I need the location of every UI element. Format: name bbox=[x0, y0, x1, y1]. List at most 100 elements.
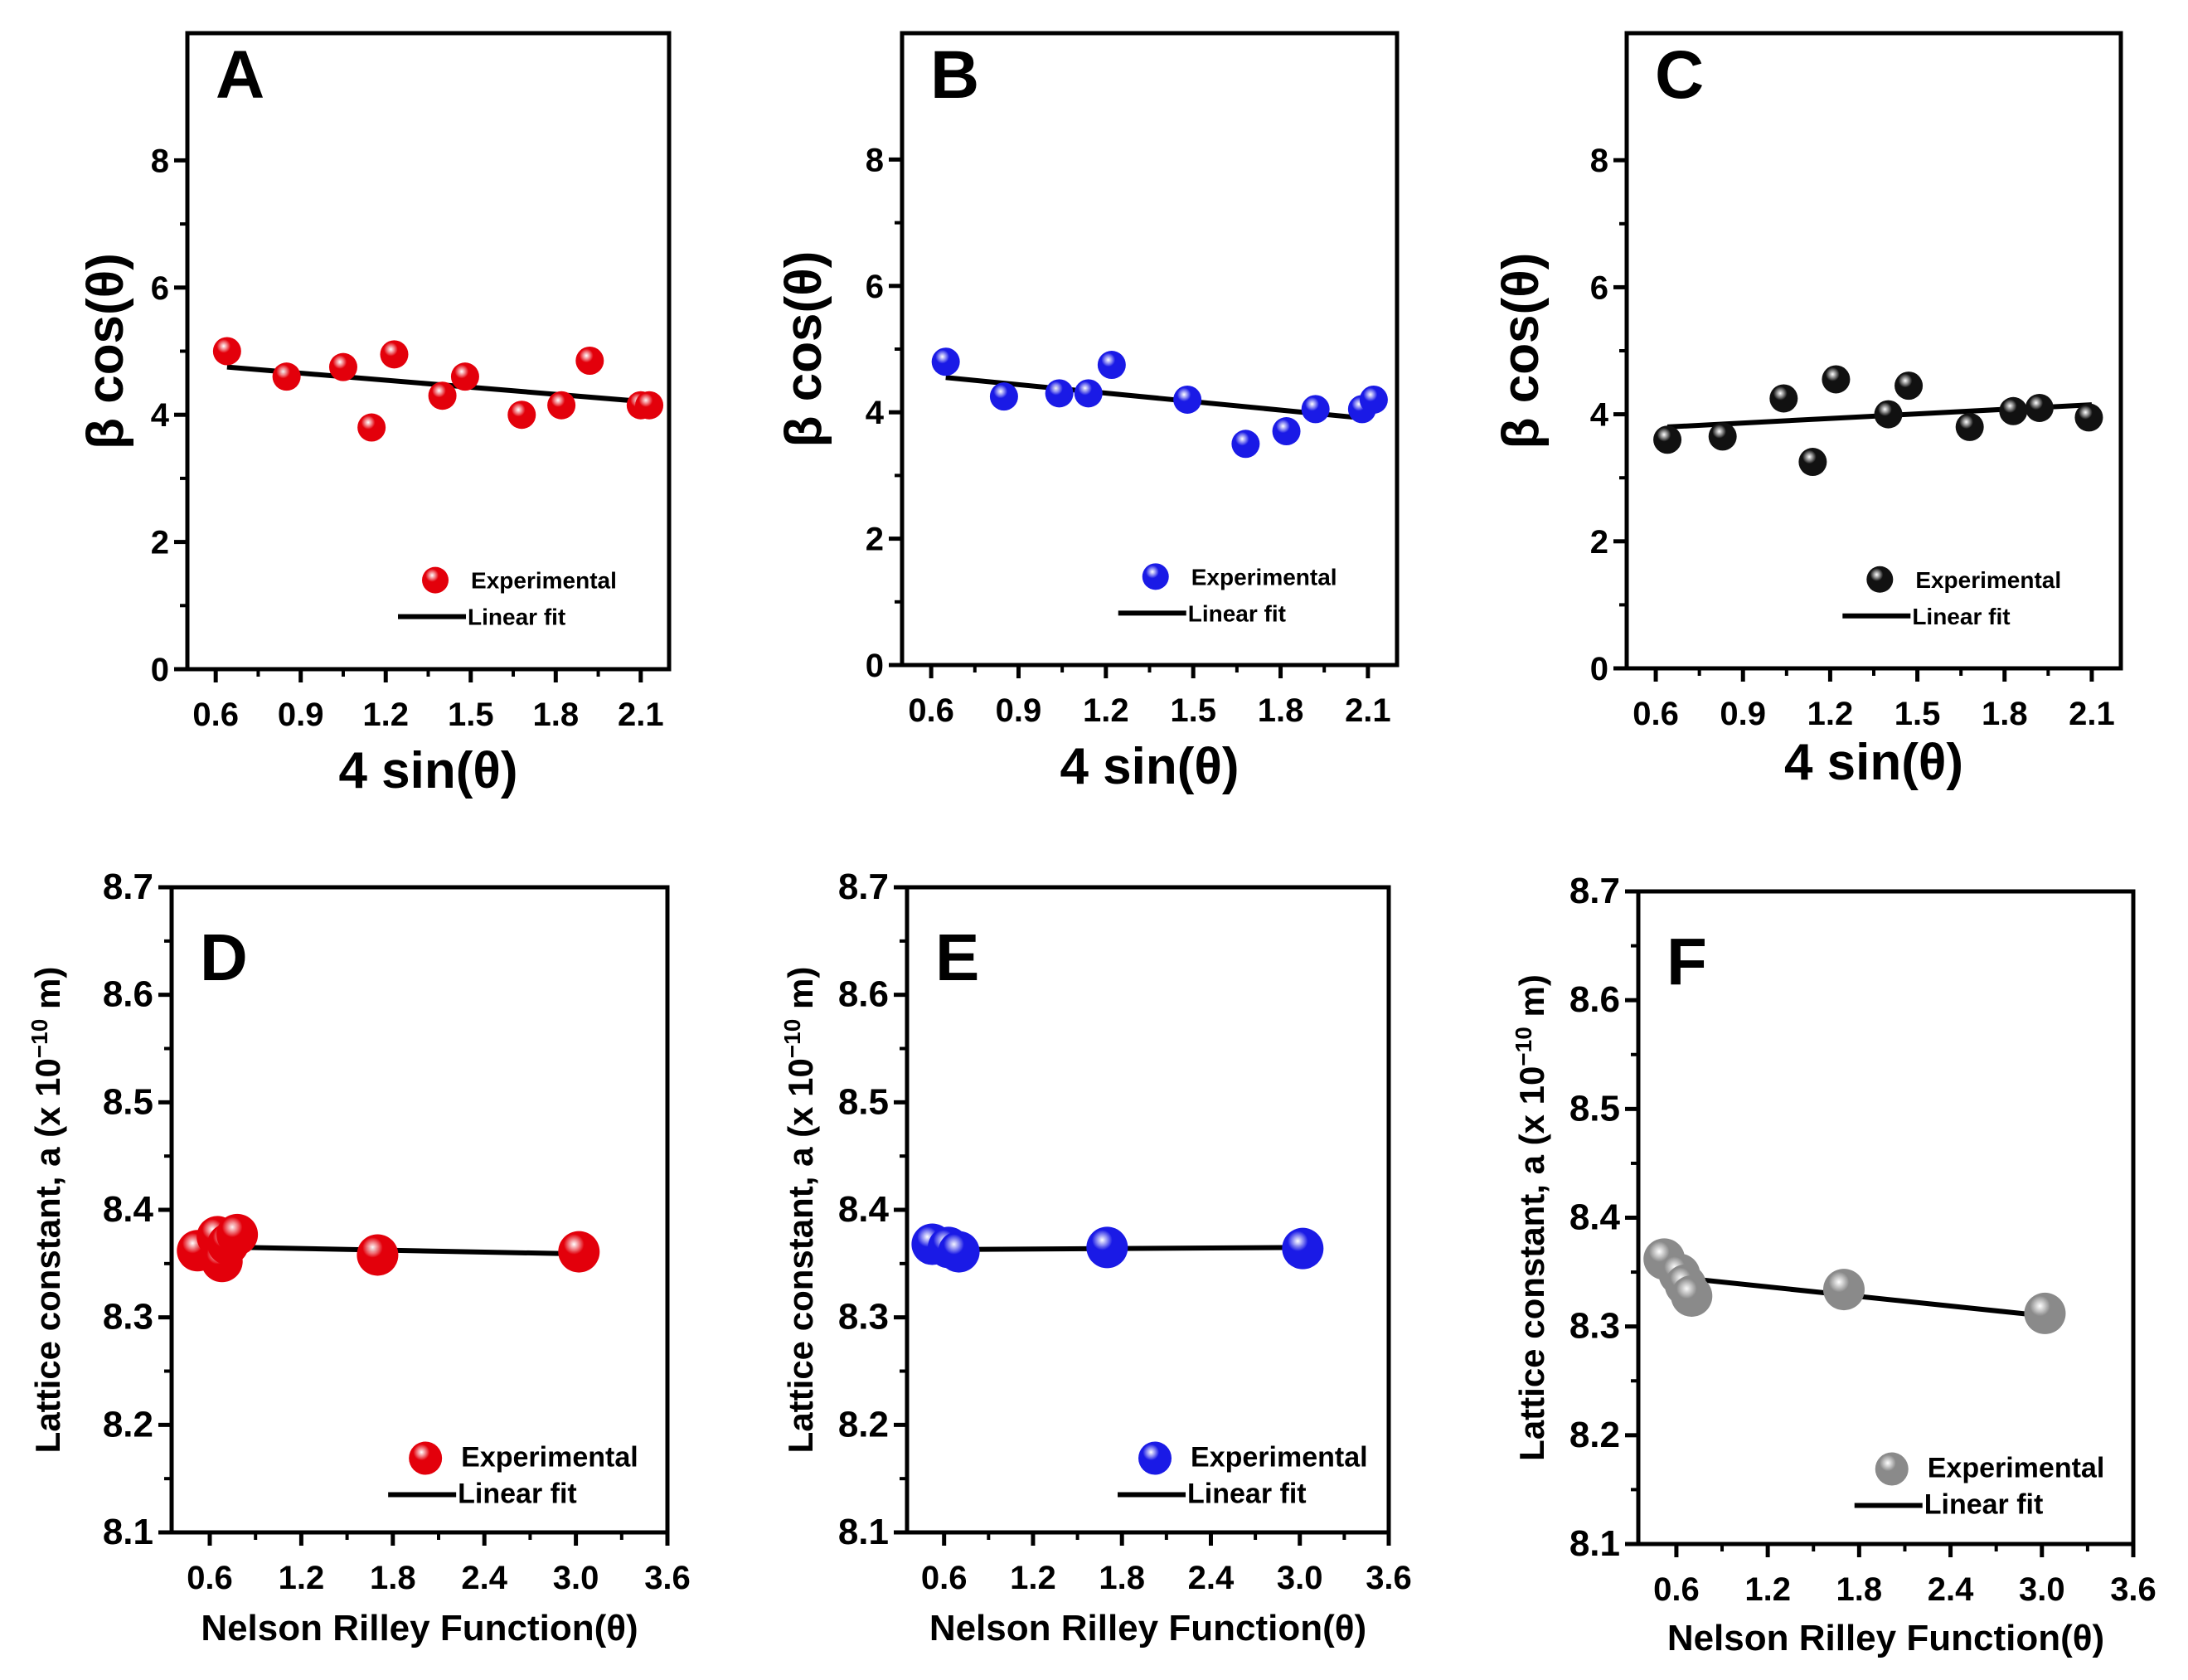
y-tick-label: 8.4 bbox=[1569, 1197, 1621, 1238]
data-point bbox=[428, 381, 457, 410]
legend-marker bbox=[422, 566, 449, 594]
x-tick-label: 0.9 bbox=[1720, 696, 1766, 732]
data-point bbox=[938, 1231, 980, 1273]
data-point bbox=[575, 347, 604, 376]
data-point bbox=[547, 391, 576, 420]
panel-letter: F bbox=[1666, 925, 1707, 998]
data-point bbox=[1874, 400, 1903, 429]
x-tick-label: 1.2 bbox=[1807, 696, 1854, 732]
y-axis-label: Lattice constant, a (x 10−10 m) bbox=[1511, 974, 1552, 1461]
x-tick-label: 1.2 bbox=[279, 1560, 325, 1596]
x-tick-label: 0.6 bbox=[921, 1560, 968, 1596]
x-axis-label: Nelson Rilley Function(θ) bbox=[201, 1608, 638, 1648]
data-point bbox=[450, 362, 479, 391]
x-axis-label: 4 sin(θ) bbox=[338, 742, 517, 799]
x-axis-label: 4 sin(θ) bbox=[1060, 738, 1239, 795]
panel-c: 0.6 0.9 1.2 1.5 1.8 2.1 0 2 4 6 8 C 4 sin(θ) β cos(θ)… bbox=[1492, 31, 2123, 791]
plot-frame bbox=[1636, 889, 2136, 1546]
data-point bbox=[1086, 1226, 1128, 1269]
y-tick-label: 8.7 bbox=[1569, 871, 1620, 911]
x-tick-label: 0.6 bbox=[1633, 696, 1679, 732]
x-tick-label: 3.6 bbox=[1366, 1560, 1412, 1596]
y-tick-label: 8.1 bbox=[838, 1512, 889, 1552]
legend-experimental: Experimental bbox=[1915, 567, 2061, 593]
legend-fit: Linear fit bbox=[1188, 600, 1286, 626]
y-tick-label: 8.6 bbox=[838, 974, 889, 1015]
x-tick-label: 1.5 bbox=[1894, 696, 1941, 732]
data-point bbox=[1272, 417, 1301, 446]
x-tick-label: 1.8 bbox=[1099, 1560, 1145, 1596]
x-tick-label: 1.2 bbox=[1010, 1560, 1056, 1596]
fit-line bbox=[945, 375, 1369, 421]
x-axis-label: Nelson Rilley Function(θ) bbox=[1667, 1618, 2104, 1658]
data-point bbox=[1769, 384, 1798, 413]
x-tick-label: 2.1 bbox=[618, 697, 664, 733]
panel-letter: D bbox=[200, 920, 248, 994]
data-point bbox=[1822, 365, 1851, 394]
y-tick-label: 8.5 bbox=[838, 1081, 889, 1122]
x-tick-label: 2.1 bbox=[1345, 692, 1391, 729]
legend-fit: Linear fit bbox=[458, 1478, 577, 1510]
y-tick-label: 8.1 bbox=[1569, 1523, 1620, 1564]
legend-experimental: Experimental bbox=[1191, 1442, 1368, 1474]
x-tick-label: 0.6 bbox=[1653, 1571, 1700, 1608]
y-tick-label: 8 bbox=[1590, 143, 1608, 179]
x-tick-label: 1.8 bbox=[370, 1560, 416, 1596]
data-point bbox=[931, 347, 960, 376]
data-point bbox=[1359, 385, 1388, 414]
data-point bbox=[1894, 371, 1924, 401]
panel-d: 0.6 1.2 1.8 2.4 3.0 3.6 8.1 8.2 8.3 8.4 8.5 8.6 8.7 D… bbox=[27, 867, 691, 1648]
x-tick-label: 3.0 bbox=[553, 1560, 599, 1596]
x-tick-label: 1.2 bbox=[1744, 1571, 1791, 1608]
panel-letter: C bbox=[1655, 37, 1704, 113]
panel-e: 0.6 1.2 1.8 2.4 3.0 3.6 8.1 8.2 8.3 8.4 8.5 8.6 8.7 E… bbox=[779, 867, 1412, 1648]
panel-letter: A bbox=[216, 37, 264, 113]
y-tick-label: 8.3 bbox=[838, 1297, 889, 1338]
y-tick-label: 8.3 bbox=[1569, 1306, 1620, 1347]
data-point bbox=[1231, 430, 1260, 459]
data-point bbox=[1097, 351, 1126, 380]
y-tick-label: 8.1 bbox=[103, 1512, 153, 1552]
data-point bbox=[380, 340, 409, 369]
legend-fit: Linear fit bbox=[1187, 1478, 1307, 1510]
y-tick-label: 4 bbox=[866, 395, 885, 431]
y-tick-label: 8 bbox=[866, 142, 884, 178]
y-axis-label: β cos(θ) bbox=[1492, 253, 1550, 449]
data-point bbox=[1671, 1275, 1713, 1317]
y-tick-label: 0 bbox=[866, 648, 884, 684]
y-tick-label: 8.7 bbox=[838, 867, 889, 907]
data-point bbox=[1798, 448, 1827, 477]
x-axis-label: 4 sin(θ) bbox=[1784, 734, 1963, 791]
x-tick-label: 1.5 bbox=[448, 697, 494, 733]
legend-experimental: Experimental bbox=[1191, 564, 1337, 590]
panel-letter: E bbox=[935, 920, 979, 994]
x-tick-label: 2.4 bbox=[1928, 1571, 1974, 1608]
data-point bbox=[1653, 425, 1682, 454]
data-point bbox=[989, 382, 1018, 411]
data-point bbox=[1301, 395, 1330, 424]
legend-fit: Linear fit bbox=[468, 605, 565, 630]
x-tick-label: 1.8 bbox=[1258, 692, 1304, 729]
y-tick-label: 8.5 bbox=[1569, 1088, 1620, 1129]
y-tick-label: 8.4 bbox=[103, 1189, 154, 1230]
y-tick-label: 8.4 bbox=[838, 1189, 890, 1230]
x-tick-label: 0.6 bbox=[908, 692, 954, 729]
x-tick-label: 3.6 bbox=[2110, 1571, 2156, 1608]
data-point bbox=[507, 401, 536, 430]
data-point bbox=[328, 352, 357, 381]
x-tick-label: 3.0 bbox=[1277, 1560, 1323, 1596]
legend-fit: Linear fit bbox=[1924, 1488, 2044, 1520]
x-tick-label: 1.5 bbox=[1170, 692, 1216, 729]
y-tick-label: 4 bbox=[1590, 397, 1609, 434]
legend-marker bbox=[1866, 566, 1894, 593]
x-tick-label: 1.2 bbox=[362, 697, 409, 733]
data-point bbox=[1955, 412, 1984, 441]
y-tick-label: 0 bbox=[151, 652, 169, 688]
y-tick-label: 6 bbox=[1590, 269, 1608, 306]
panel-letter: B bbox=[930, 37, 979, 113]
panel-b: 0.6 0.9 1.2 1.5 1.8 2.1 0 2 4 6 8 B 4 sin(θ) β cos(θ)… bbox=[775, 31, 1400, 795]
y-axis-label: β cos(θ) bbox=[775, 251, 832, 448]
data-point bbox=[1822, 1269, 1865, 1311]
x-tick-label: 3.6 bbox=[644, 1560, 691, 1596]
y-axis-label: β cos(θ) bbox=[77, 253, 134, 449]
